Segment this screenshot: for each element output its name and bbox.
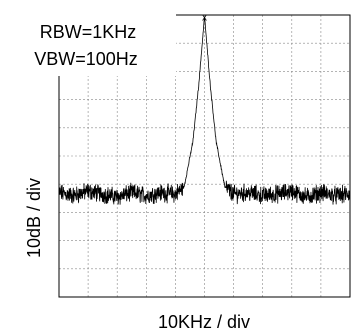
plot-frame bbox=[58, 14, 351, 298]
spectrum-trace bbox=[58, 16, 351, 205]
annotation-vbw: VBW=100Hz bbox=[34, 49, 138, 69]
annotation-rbw: RBW=1KHz bbox=[40, 22, 137, 42]
x-axis-label: 10KHz / div bbox=[158, 312, 250, 332]
annotation-box bbox=[0, 11, 176, 76]
peak-marker: x bbox=[202, 12, 207, 23]
peak-marker-symbol: x bbox=[202, 12, 207, 23]
y-axis-label: 10dB / div bbox=[24, 178, 44, 258]
grid bbox=[59, 15, 350, 297]
